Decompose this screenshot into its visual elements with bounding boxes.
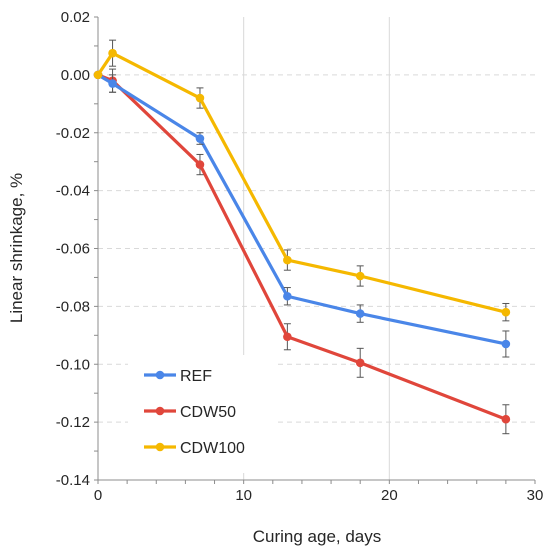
y-tick-label: -0.08	[56, 298, 90, 315]
legend-label: REF	[180, 368, 212, 385]
legend-marker	[155, 406, 165, 416]
data-point	[283, 332, 292, 342]
legend-label: CDW100	[180, 440, 245, 457]
data-point	[283, 291, 292, 301]
data-point	[108, 79, 117, 88]
data-point	[108, 48, 117, 58]
series-line	[96, 51, 507, 314]
data-point	[283, 255, 292, 265]
data-point	[501, 307, 511, 317]
legend-label: CDW50	[180, 404, 236, 421]
x-tick-label: 0	[94, 487, 102, 504]
data-point	[195, 134, 205, 143]
series-line	[97, 73, 507, 346]
data-point	[501, 414, 511, 424]
y-tick-label: -0.04	[56, 183, 90, 200]
x-axis-ticks: 0 10 20 30	[94, 480, 544, 504]
legend-marker	[155, 442, 165, 452]
data-point	[93, 70, 103, 80]
y-axis-ticks: 0.02 0.00 -0.02 -0.04 -0.06 -0.08 -0.10 -0.12 -0…	[56, 9, 98, 489]
series-ref	[93, 70, 511, 358]
y-tick-label: -0.12	[56, 414, 90, 431]
x-tick-label: 30	[527, 487, 544, 504]
y-axis-label: Linear shrinkage, %	[7, 173, 26, 323]
data-point	[355, 358, 365, 368]
y-tick-label: -0.14	[56, 472, 90, 489]
series-cdw100	[93, 39, 511, 322]
data-point	[355, 271, 365, 281]
y-tick-label: 0.02	[61, 9, 90, 26]
data-point	[501, 339, 511, 349]
y-tick-label: -0.10	[56, 356, 90, 373]
x-tick-label: 20	[381, 487, 398, 504]
legend-marker	[155, 370, 165, 380]
y-tick-label: -0.02	[56, 125, 90, 142]
data-point	[355, 309, 365, 318]
data-point	[195, 93, 205, 103]
data-point	[195, 160, 205, 169]
x-tick-label: 10	[235, 487, 252, 504]
data-series	[93, 39, 511, 435]
y-tick-label: -0.06	[56, 241, 90, 258]
legend: REF CDW50 CDW100	[128, 355, 276, 473]
y-tick-label: 0.00	[61, 67, 90, 84]
x-axis-label: Curing age, days	[253, 527, 382, 546]
